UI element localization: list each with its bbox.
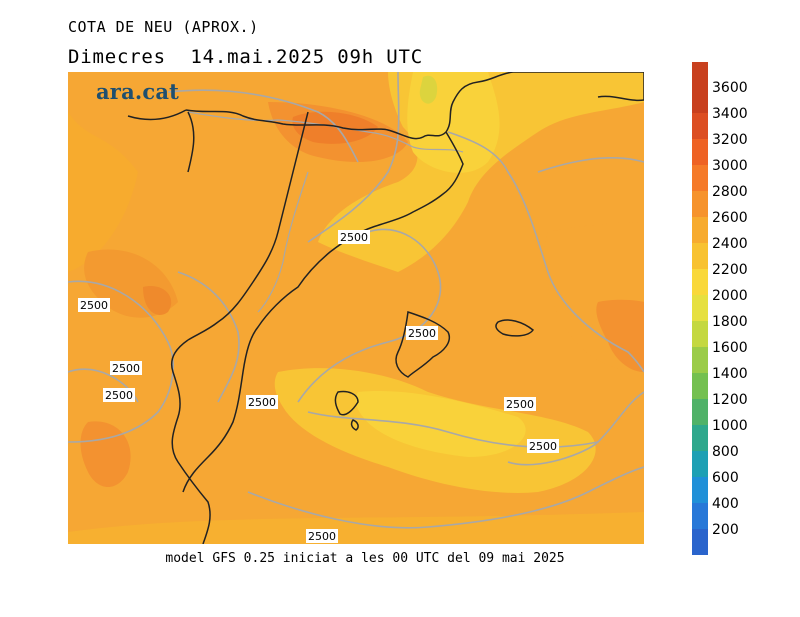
map-title: COTA DE NEU (APROX.) [68,18,259,36]
colorbar-segment [692,139,708,165]
colorbar-segment [692,165,708,191]
contour-label-box [406,326,438,340]
coastlines [127,72,644,544]
colorbar-label: 2800 [712,184,748,200]
contour-label-box [103,388,135,402]
zone-2600 [68,112,138,272]
snow-level-map: 2500 2500 2500 2500 2500 2500 2500 2500 … [68,72,644,544]
colorbar-label: 2600 [712,210,748,226]
contour-label: 2500 [105,389,133,402]
colorbar-segment [692,62,708,87]
zone-2800 [80,421,131,487]
colorbar-label: 2200 [712,262,748,278]
colorbar-segment [692,347,708,373]
contour-label: 2500 [248,396,276,409]
zone-2600 [68,512,644,544]
colorbar-segment [692,373,708,399]
colorbar-segment [692,399,708,425]
contour-label-box [338,230,370,244]
contour-label-box [110,361,142,375]
contour-label: 2500 [529,440,557,453]
colorbar-segment [692,529,708,555]
colorbar-segment [692,217,708,243]
colorbar-label: 600 [712,470,739,486]
colorbar-segment [692,321,708,347]
contour-label-box [306,529,338,543]
colorbar [692,62,708,555]
colorbar-segment [692,269,708,295]
contour-labels: 2500 2500 2500 2500 2500 2500 2500 2500 … [78,230,559,543]
contour-label-box [246,395,278,409]
colorbar-label: 1400 [712,366,748,382]
colorbar-label: 3400 [712,106,748,122]
colorbar-label: 1200 [712,392,748,408]
map-svg: 2500 2500 2500 2500 2500 2500 2500 2500 … [68,72,644,544]
model-info-footer: model GFS 0.25 iniciat a les 00 UTC del … [165,551,565,566]
colorbar-label: 400 [712,496,739,512]
contour-label: 2500 [80,299,108,312]
colorbar-segment [692,451,708,477]
colorbar-label: 3200 [712,132,748,148]
contour-label: 2500 [308,530,336,543]
colorbar-segment [692,503,708,529]
colorbar-label: 3600 [712,80,748,96]
colorbar-segment [692,87,708,113]
contour-label: 2500 [506,398,534,411]
zone-2800 [596,299,644,372]
colorbar-label: 1800 [712,314,748,330]
colorbar-segment [692,191,708,217]
contour-label: 2500 [340,231,368,244]
contour-label-box [527,439,559,453]
contour-label: 2500 [408,327,436,340]
colorbar-label: 1000 [712,418,748,434]
colorbar-label: 2000 [712,288,748,304]
zone-3000 [292,111,378,144]
contour-label-box [78,298,110,312]
contour-lines-2500 [68,72,644,529]
zone-2000 [419,75,438,104]
colorbar-label: 3000 [712,158,748,174]
colorbar-segment [692,113,708,139]
colorbar-segment [692,477,708,503]
colorbar-label: 200 [712,522,739,538]
colorbar-label: 1600 [712,340,748,356]
zone-2400 [318,72,644,272]
colorbar-segment [692,243,708,269]
colorbar-label: 2400 [712,236,748,252]
colorbar-label: 800 [712,444,739,460]
border-lines [187,111,464,313]
contour-label-box [504,397,536,411]
contour-label: 2500 [112,362,140,375]
zone-3000 [143,286,172,315]
map-subtitle: Dimecres 14.mai.2025 09h UTC [68,46,423,68]
ara-cat-logo: ara.cat [96,79,180,104]
colorbar-segment [692,425,708,451]
colorbar-segment [692,295,708,321]
